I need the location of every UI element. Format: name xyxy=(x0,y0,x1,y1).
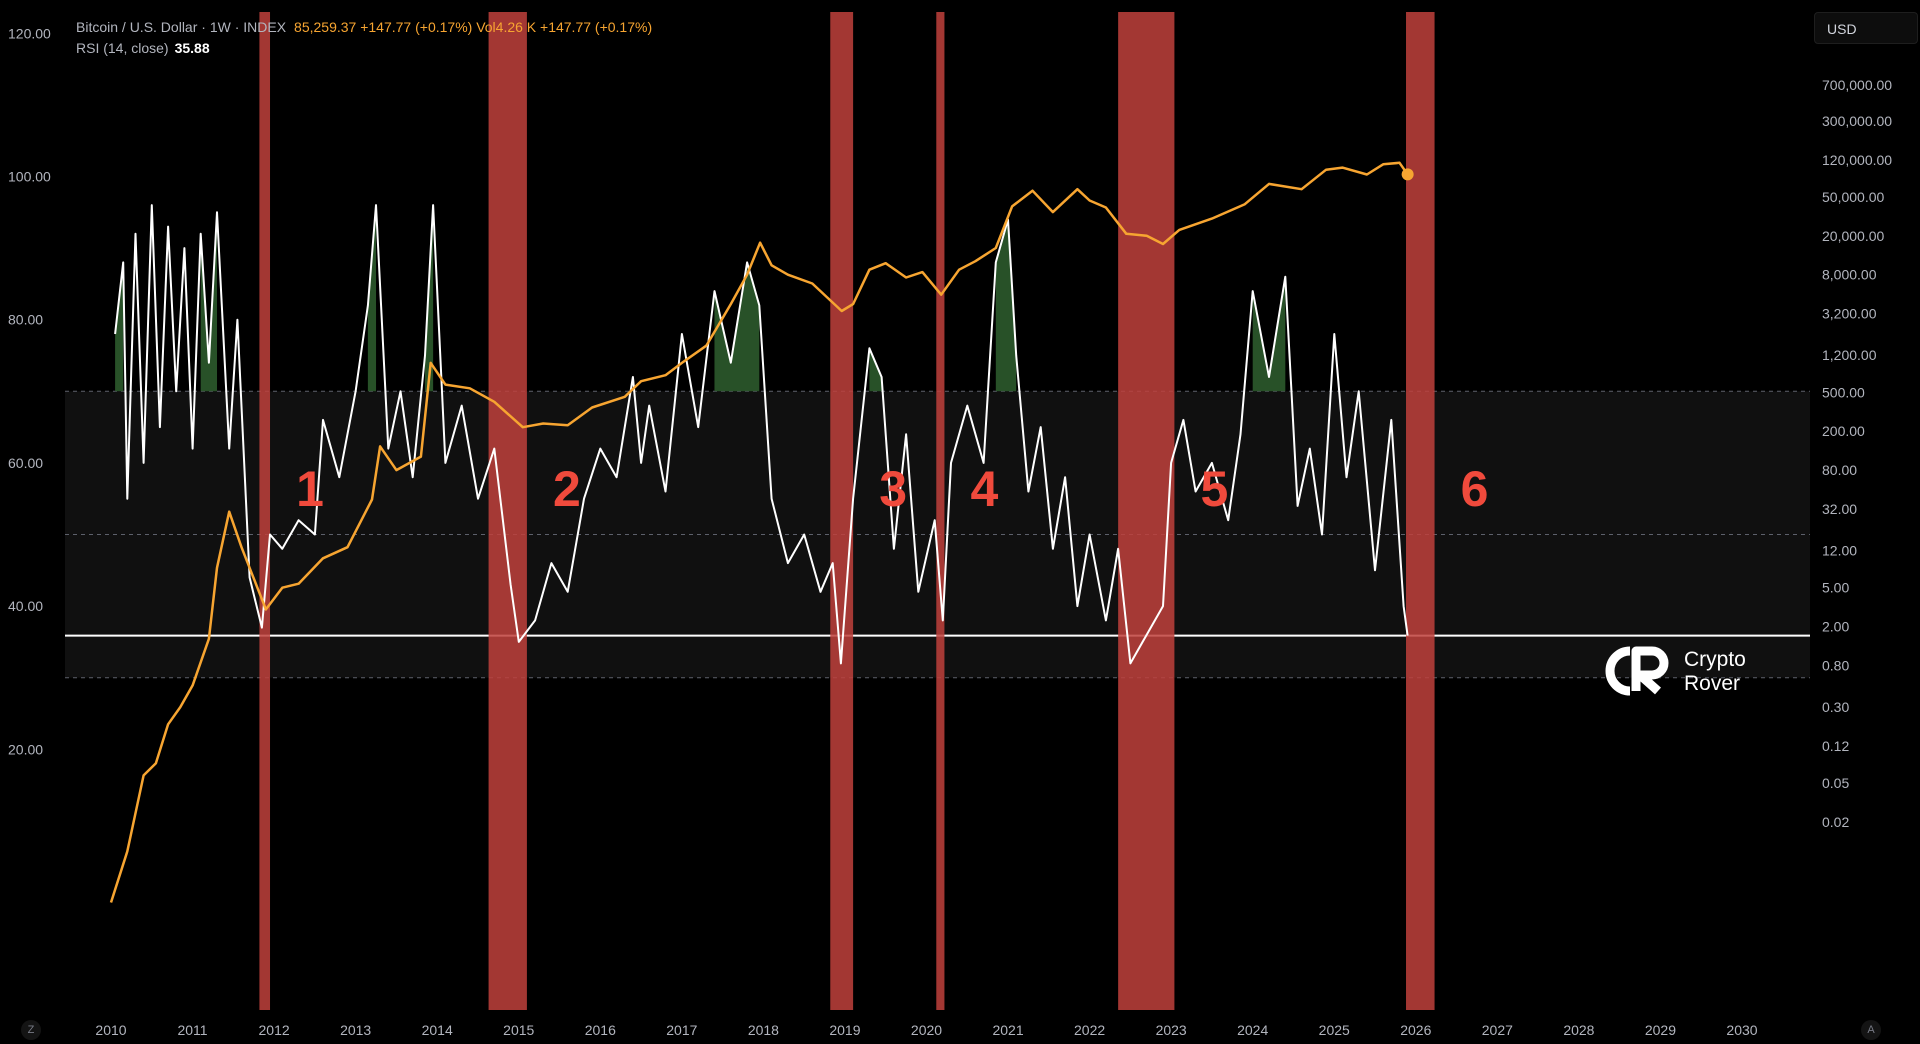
period-label-4: 4 xyxy=(971,461,999,517)
right-axis-tick-label: 300,000.00 xyxy=(1822,113,1892,129)
left-axis-tick-label: 20.00 xyxy=(8,741,43,757)
legend-symbol: Bitcoin / U.S. Dollar · 1W · INDEX xyxy=(76,19,287,35)
axes: 2010 2011 2012 2013 2014 2015 2016 2017 2018 2019… xyxy=(8,25,1892,1038)
x-tick-label: 2015 xyxy=(503,1022,534,1038)
legend-price-row: Bitcoin / U.S. Dollar · 1W · INDEX 85,259… xyxy=(76,17,652,38)
right-axis-tick-label: 3,200.00 xyxy=(1822,306,1877,322)
x-tick-label: 2021 xyxy=(992,1022,1023,1038)
chart-legend: Bitcoin / U.S. Dollar · 1W · INDEX 85,259… xyxy=(76,17,652,59)
left-axis-tick-label: 100.00 xyxy=(8,169,51,185)
x-tick-label: 2014 xyxy=(422,1022,453,1038)
price-last-point xyxy=(1401,168,1414,181)
highlight-period-4 xyxy=(936,12,945,1010)
right-axis-tick-label: 1,200.00 xyxy=(1822,347,1877,363)
x-tick-label: 2018 xyxy=(748,1022,779,1038)
x-tick-label: 2024 xyxy=(1237,1022,1268,1038)
series-lines xyxy=(109,161,1414,903)
x-tick-label: 2026 xyxy=(1400,1022,1431,1038)
x-tick-label: 2028 xyxy=(1563,1022,1594,1038)
brand-line2: Rover xyxy=(1684,672,1741,695)
rsi-overbought-fill xyxy=(200,212,218,392)
brand-logo: Crypto Rover xyxy=(1600,645,1770,705)
x-tick-label: 2023 xyxy=(1156,1022,1187,1038)
x-tick-label: 2022 xyxy=(1074,1022,1105,1038)
left-axis-tick-label: 60.00 xyxy=(8,455,43,471)
right-axis-tick-label: 80.00 xyxy=(1822,462,1857,478)
period-label-6: 6 xyxy=(1461,461,1489,517)
highlight-period-5 xyxy=(1118,12,1175,1010)
highlight-period-3 xyxy=(830,12,854,1010)
currency-button[interactable]: USD xyxy=(1814,12,1918,44)
right-axis-tick-label: 0.02 xyxy=(1822,814,1849,830)
rsi-overbought-fill xyxy=(995,219,1017,392)
left-axis-tick-label: 80.00 xyxy=(8,312,43,328)
right-axis-tick-label: 0.05 xyxy=(1822,775,1849,791)
x-tick-label: 2030 xyxy=(1726,1022,1757,1038)
price-line xyxy=(109,161,1409,903)
period-label-1: 1 xyxy=(296,461,324,517)
rsi-overbought-fill xyxy=(115,262,124,392)
x-tick-label: 2020 xyxy=(911,1022,942,1038)
left-axis-tick-label: 40.00 xyxy=(8,598,43,614)
right-axis-tick-label: 50,000.00 xyxy=(1822,189,1884,205)
period-label-2: 2 xyxy=(553,461,581,517)
x-tick-label: 2025 xyxy=(1319,1022,1350,1038)
right-axis-tick-label: 8,000.00 xyxy=(1822,267,1877,283)
crypto-rover-logo-icon xyxy=(1605,646,1669,696)
period-label-5: 5 xyxy=(1201,461,1229,517)
scale-mode-left-button[interactable]: Z xyxy=(21,1020,41,1040)
legend-price: 85,259.37 +147.77 (+0.17%) Vol4.26 K +14… xyxy=(294,19,653,35)
legend-rsi-value: 35.88 xyxy=(174,40,210,56)
x-tick-label: 2016 xyxy=(585,1022,616,1038)
legend-rsi-label: RSI (14, close) xyxy=(76,40,169,56)
right-axis-tick-label: 20,000.00 xyxy=(1822,228,1884,244)
right-axis-tick-label: 500.00 xyxy=(1822,384,1865,400)
rsi-overbought-fill xyxy=(1252,276,1286,392)
right-axis-tick-label: 0.30 xyxy=(1822,699,1849,715)
rsi-line xyxy=(114,204,1409,665)
x-tick-label: 2011 xyxy=(177,1022,207,1038)
left-axis-tick-label: 120.00 xyxy=(8,25,51,41)
x-tick-label: 2027 xyxy=(1482,1022,1513,1038)
x-tick-label: 2012 xyxy=(259,1022,290,1038)
x-tick-label: 2019 xyxy=(829,1022,860,1038)
legend-rsi-row: RSI (14, close) 35.88 xyxy=(76,38,652,59)
right-axis-tick-label: 2.00 xyxy=(1822,619,1849,635)
x-tick-label: 2010 xyxy=(95,1022,126,1038)
highlight-period-1 xyxy=(259,12,271,1010)
rsi-overbought-fill xyxy=(367,205,377,392)
right-axis-tick-label: 120,000.00 xyxy=(1822,152,1892,168)
right-axis-tick-label: 5.00 xyxy=(1822,580,1849,596)
auto-scale-button[interactable]: A xyxy=(1861,1020,1881,1040)
right-axis-tick-label: 32.00 xyxy=(1822,501,1857,517)
highlight-period-6 xyxy=(1406,12,1435,1010)
right-axis-tick-label: 0.12 xyxy=(1822,738,1849,754)
period-label-3: 3 xyxy=(879,461,907,517)
highlight-periods xyxy=(259,12,1435,1010)
highlight-period-2 xyxy=(488,12,527,1010)
period-labels: 1 2 3 4 5 6 xyxy=(296,461,1488,517)
x-tick-label: 2017 xyxy=(666,1022,697,1038)
brand-line1: Crypto xyxy=(1684,648,1746,671)
right-axis-tick-label: 200.00 xyxy=(1822,423,1865,439)
rsi-overbought-fill xyxy=(869,348,882,392)
x-tick-label: 2029 xyxy=(1645,1022,1676,1038)
right-axis-tick-label: 700,000.00 xyxy=(1822,77,1892,93)
right-axis-tick-label: 12.00 xyxy=(1822,543,1857,559)
x-tick-label: 2013 xyxy=(340,1022,371,1038)
rsi-overbought-fills xyxy=(115,205,1286,392)
right-axis-tick-label: 0.80 xyxy=(1822,657,1849,673)
